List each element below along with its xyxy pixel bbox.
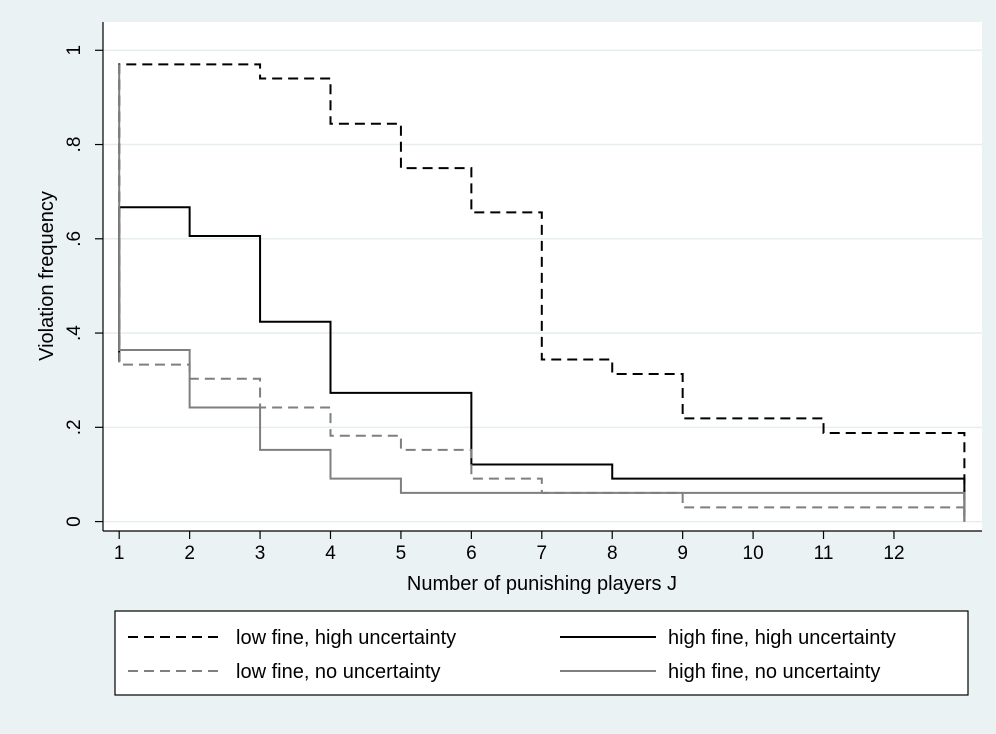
x-tick-label: 2 xyxy=(184,543,195,564)
legend-label-2: low fine, no uncertainty xyxy=(236,661,441,683)
y-tick-label: .8 xyxy=(64,137,85,153)
x-tick-label: 11 xyxy=(814,543,834,564)
legend: low fine, high uncertainty high fine, hig… xyxy=(114,610,969,696)
legend-box xyxy=(114,610,969,696)
y-tick-label: .4 xyxy=(64,325,85,341)
y-tick-label: 0 xyxy=(64,516,85,527)
x-tick-label: 1 xyxy=(114,543,125,564)
axes xyxy=(102,22,982,532)
y-ticks: 0 .2 .4 .6 .8 1 xyxy=(64,45,103,527)
x-axis-label: Number of punishing players J xyxy=(407,573,677,595)
series-line-3 xyxy=(118,64,966,522)
y-tick-label: .6 xyxy=(64,231,85,247)
x-tick-label: 5 xyxy=(396,543,407,564)
series-lines xyxy=(118,63,966,522)
series-line-0 xyxy=(118,63,966,522)
x-tick-label: 8 xyxy=(607,543,618,564)
grid-lines xyxy=(103,49,982,523)
x-tick-label: 12 xyxy=(883,543,904,564)
x-tick-label: 3 xyxy=(255,543,266,564)
series-line-2 xyxy=(118,64,966,522)
legend-label-3: high fine, no uncertainty xyxy=(668,661,880,683)
legend-label-0: low fine, high uncertainty xyxy=(236,627,456,649)
x-tick-label: 9 xyxy=(677,543,688,564)
x-tick-label: 4 xyxy=(325,543,336,564)
y-tick-label: .2 xyxy=(64,419,85,435)
legend-label-1: high fine, high uncertainty xyxy=(668,627,896,649)
series-line-1 xyxy=(118,206,966,522)
x-tick-label: 6 xyxy=(466,543,477,564)
x-tick-label: 10 xyxy=(743,543,764,564)
x-ticks: 1 2 3 4 5 6 7 8 9 10 11 12 xyxy=(114,531,905,564)
y-axis-label: Violation frequency xyxy=(36,191,58,361)
x-tick-label: 7 xyxy=(537,543,548,564)
y-tick-label: 1 xyxy=(64,45,85,56)
